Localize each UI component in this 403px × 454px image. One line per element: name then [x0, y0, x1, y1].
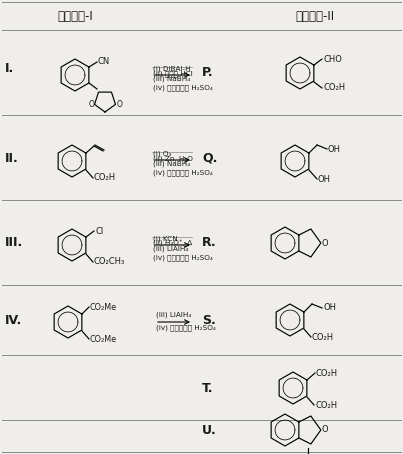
Text: T.: T.: [202, 381, 214, 395]
Text: (iv) सान्द H₂SO₄: (iv) सान्द H₂SO₄: [153, 254, 213, 261]
Text: (iii) NaBH₄: (iii) NaBH₄: [153, 75, 190, 82]
Text: CO₂Me: CO₂Me: [90, 335, 117, 344]
Text: (ii) Zn, H₂O: (ii) Zn, H₂O: [153, 155, 193, 162]
Text: CN: CN: [98, 58, 110, 66]
Text: U.: U.: [202, 424, 217, 436]
Text: Cl: Cl: [95, 227, 103, 236]
Text: O: O: [322, 238, 328, 247]
Text: (ii) तनु HCl: (ii) तनु HCl: [153, 70, 193, 77]
Text: CO₂H: CO₂H: [315, 400, 337, 410]
Text: O: O: [89, 100, 94, 109]
Text: (i) O₃: (i) O₃: [153, 150, 171, 157]
Text: सूची-I: सूची-I: [57, 10, 93, 24]
Text: O: O: [116, 100, 123, 109]
Text: II.: II.: [5, 152, 19, 164]
Text: (iv) सान्द H₂SO₄: (iv) सान्द H₂SO₄: [156, 324, 216, 331]
Text: OH: OH: [323, 304, 336, 312]
Text: R.: R.: [202, 237, 217, 250]
Text: I.: I.: [5, 61, 14, 74]
Text: III.: III.: [5, 237, 23, 250]
Text: (i) DiBAl-H: (i) DiBAl-H: [153, 65, 191, 72]
Text: CHO: CHO: [323, 54, 342, 64]
Text: OH: OH: [328, 144, 341, 153]
Text: (iv) सान्द H₂SO₄: (iv) सान्द H₂SO₄: [153, 84, 213, 91]
Text: CO₂H: CO₂H: [316, 369, 338, 377]
Text: (iii) LiAlH₄: (iii) LiAlH₄: [153, 246, 188, 252]
Text: (iii) LiAlH₄: (iii) LiAlH₄: [156, 311, 191, 318]
Text: IV.: IV.: [5, 314, 22, 326]
Text: (iv) सान्द H₂SO₄: (iv) सान्द H₂SO₄: [153, 169, 213, 176]
Text: सूची-II: सूची-II: [295, 10, 334, 24]
Text: (ii) H₃O⁺, Δ: (ii) H₃O⁺, Δ: [153, 240, 192, 247]
Text: P.: P.: [202, 66, 214, 79]
Text: O: O: [322, 425, 328, 434]
Text: CO₂H: CO₂H: [323, 84, 345, 93]
Text: CO₂H: CO₂H: [312, 332, 334, 341]
Text: CO₂H: CO₂H: [94, 173, 116, 183]
Text: Q.: Q.: [202, 152, 217, 164]
Text: CO₂CH₃: CO₂CH₃: [94, 257, 125, 266]
Text: (i) KCN: (i) KCN: [153, 236, 178, 242]
Text: S.: S.: [202, 314, 216, 326]
Text: OH: OH: [318, 174, 331, 183]
Text: CO₂Me: CO₂Me: [90, 302, 117, 311]
Text: (iii) NaBH₄: (iii) NaBH₄: [153, 161, 190, 167]
